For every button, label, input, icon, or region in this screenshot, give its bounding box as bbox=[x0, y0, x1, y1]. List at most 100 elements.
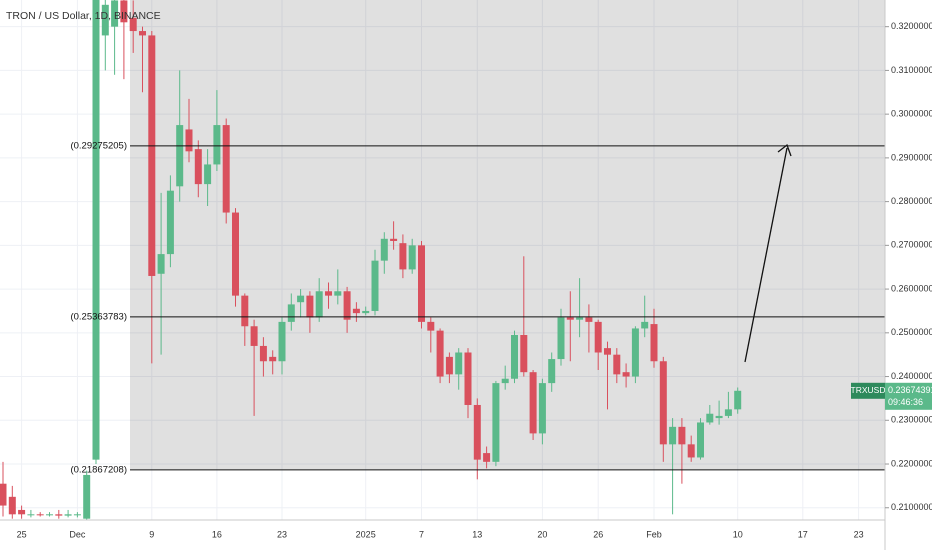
candle-body bbox=[576, 317, 584, 320]
candle-body bbox=[408, 245, 416, 270]
candle-body bbox=[687, 444, 695, 458]
x-tick-label: 26 bbox=[593, 529, 603, 539]
range-shade bbox=[130, 0, 885, 470]
candle-body bbox=[297, 295, 305, 303]
candle-body bbox=[483, 453, 491, 462]
candle-body bbox=[511, 335, 518, 379]
last-price: 0.23674391 bbox=[888, 385, 932, 395]
candle-body bbox=[334, 291, 342, 296]
candle-body bbox=[669, 426, 677, 445]
chart-title: TRON / US Dollar, 1D, BINANCE bbox=[6, 10, 161, 22]
candle-body bbox=[315, 291, 323, 318]
candles bbox=[0, 0, 742, 520]
candle-body bbox=[232, 212, 239, 296]
candle-body bbox=[46, 514, 53, 516]
candle-body bbox=[194, 149, 202, 185]
candle-body bbox=[566, 317, 574, 320]
levels: (0.29275205) (0.25363783) (0.21867208) bbox=[70, 140, 885, 475]
x-tick-label: 2025 bbox=[356, 529, 376, 539]
candle-body bbox=[501, 378, 509, 384]
arrow bbox=[744, 147, 788, 363]
symbol-label: TRXUSD bbox=[851, 385, 886, 395]
x-tick-label: Feb bbox=[646, 529, 662, 539]
x-tick-label: 20 bbox=[537, 529, 547, 539]
candle-body bbox=[148, 35, 156, 276]
candle-body bbox=[678, 426, 686, 445]
x-tick-label: 23 bbox=[854, 529, 864, 539]
candle-body bbox=[548, 359, 556, 384]
candle-body bbox=[213, 125, 221, 165]
candle-body bbox=[269, 356, 277, 362]
arrow-head bbox=[777, 143, 792, 157]
candle-body bbox=[129, 17, 137, 32]
candle-body bbox=[445, 356, 453, 375]
candle-body bbox=[222, 125, 230, 213]
candle-body bbox=[166, 190, 174, 255]
candle-body bbox=[111, 0, 119, 27]
candle-body bbox=[92, 0, 100, 460]
range-shade bbox=[130, 0, 885, 470]
x-tick-label: 16 bbox=[212, 529, 222, 539]
candle-body bbox=[55, 514, 63, 516]
candle-body bbox=[473, 404, 481, 460]
candle-body bbox=[604, 348, 611, 355]
x-tick-label: 10 bbox=[733, 529, 743, 539]
candle-body bbox=[641, 321, 649, 329]
level-label: (0.29275205) bbox=[70, 140, 127, 151]
candle-body bbox=[139, 31, 146, 36]
candle-body bbox=[455, 352, 463, 375]
candle-body bbox=[259, 345, 267, 362]
candle-body bbox=[427, 321, 435, 331]
countdown: 09:46:36 bbox=[888, 397, 923, 407]
candle-body bbox=[418, 245, 425, 322]
candle-body bbox=[73, 514, 81, 516]
candle-body bbox=[241, 295, 249, 327]
candle-body bbox=[697, 422, 704, 458]
x-tick-label: 13 bbox=[472, 529, 482, 539]
candle-body bbox=[83, 474, 91, 519]
y-tick-label: 0.32000000 bbox=[891, 21, 932, 31]
candle-body bbox=[436, 330, 444, 377]
x-tick-label: 17 bbox=[798, 529, 808, 539]
candle-body bbox=[464, 352, 472, 405]
x-tick-label: 9 bbox=[149, 529, 154, 539]
candle-body bbox=[27, 514, 35, 516]
x-tick-label: Dec bbox=[69, 529, 86, 539]
candle-body bbox=[529, 372, 537, 434]
candle-body bbox=[8, 496, 16, 515]
candle-body bbox=[585, 317, 593, 322]
candle-body bbox=[362, 310, 370, 314]
candle-body bbox=[492, 383, 500, 462]
candle-body bbox=[390, 238, 398, 241]
candle-body bbox=[659, 361, 667, 445]
candle-body bbox=[631, 328, 639, 377]
candle-body bbox=[120, 0, 128, 23]
candle-body bbox=[204, 164, 212, 185]
candle-body bbox=[538, 383, 546, 434]
candle-body bbox=[715, 415, 723, 419]
candle-body bbox=[399, 243, 407, 270]
candle-body bbox=[352, 308, 360, 314]
candle-body bbox=[557, 317, 565, 360]
candle-body bbox=[613, 354, 621, 375]
x-tick-label: 7 bbox=[419, 529, 424, 539]
candle-body bbox=[371, 260, 379, 311]
candle-body bbox=[176, 125, 184, 187]
candle-body bbox=[520, 335, 528, 373]
candle-body bbox=[101, 4, 109, 36]
x-tick-label: 25 bbox=[17, 529, 27, 539]
level-label: (0.21867208) bbox=[70, 464, 127, 475]
candle-body bbox=[250, 326, 258, 346]
candle-body bbox=[622, 372, 630, 377]
candle-body bbox=[706, 413, 714, 423]
